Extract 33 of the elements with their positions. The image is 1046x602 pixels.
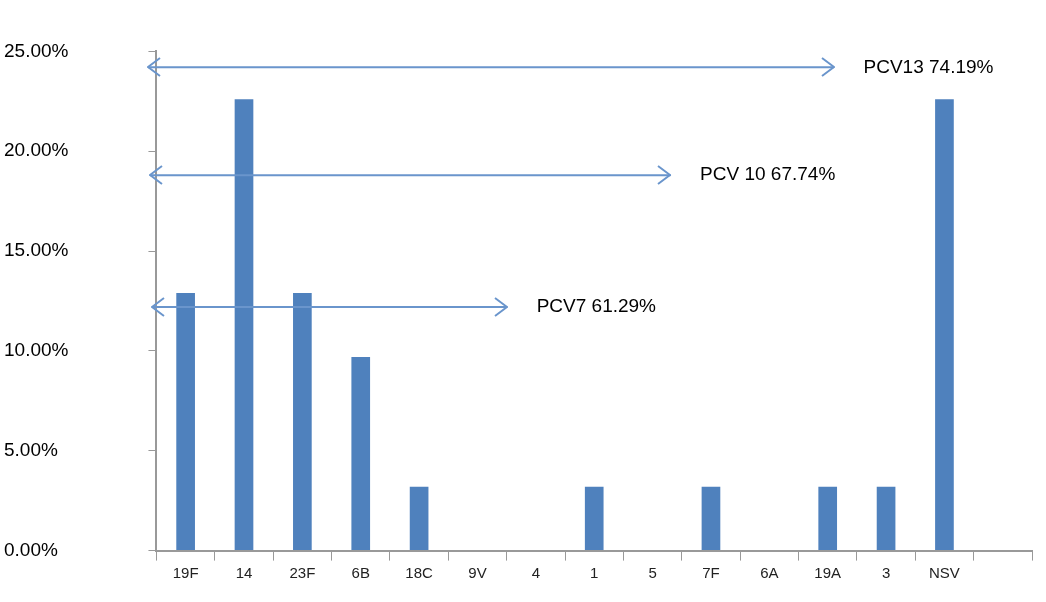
bar	[701, 486, 721, 551]
bar	[584, 486, 604, 551]
x-tick-label: 7F	[702, 563, 720, 581]
bar	[176, 293, 195, 551]
x-tick-label: 6B	[351, 563, 370, 581]
x-tick-label: 6A	[760, 563, 779, 581]
x-tick-label: NSV	[929, 563, 960, 581]
bar	[409, 486, 429, 551]
y-tick-label: 10.00%	[4, 339, 69, 361]
bar	[351, 356, 371, 551]
x-tick-label: 19F	[172, 563, 199, 581]
x-tick-label: 18C	[405, 563, 434, 581]
x-tick-label: 3	[881, 563, 891, 581]
y-tick-label: 20.00%	[4, 139, 69, 161]
ref-line-label: PCV 10 67.74%	[700, 163, 836, 185]
x-tick-label: 4	[531, 563, 541, 581]
x-tick-label: 19A	[814, 563, 842, 581]
x-tick-label: 14	[235, 563, 253, 581]
x-tick-label: 23F	[289, 563, 316, 581]
bar	[935, 99, 954, 551]
x-tick-label: 1	[590, 563, 599, 581]
bar	[234, 99, 254, 551]
ref-line-label: PCV7 61.29%	[536, 295, 657, 317]
bar	[876, 486, 896, 551]
y-tick-label: 15.00%	[4, 239, 69, 261]
ref-line-label: PCV13 74.19%	[863, 55, 994, 77]
x-tick-label: 5	[648, 563, 657, 581]
y-tick-label: 25.00%	[4, 39, 69, 61]
y-tick-label: 0.00%	[4, 538, 58, 560]
bar	[293, 293, 312, 551]
y-tick-label: 5.00%	[4, 438, 58, 460]
x-tick-label: 9V	[468, 563, 487, 581]
bar	[818, 486, 838, 551]
